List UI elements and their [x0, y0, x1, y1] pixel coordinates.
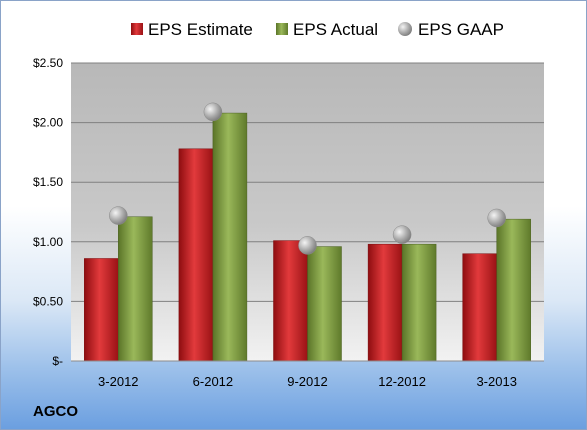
bars [84, 112, 531, 362]
legend-item-actual: EPS Actual [276, 20, 378, 39]
y-tick-label: $0.50 [33, 294, 63, 308]
y-tick-label: $- [52, 354, 63, 368]
y-tick-label: $1.50 [33, 175, 63, 189]
bar-eps-estimate [84, 258, 119, 362]
x-tick-label: 3-2013 [476, 374, 516, 389]
x-tick-label: 6-2012 [193, 374, 233, 389]
ticker-label: AGCO [33, 403, 78, 420]
marker-eps-gaap [109, 206, 128, 225]
marker-eps-gaap [487, 208, 506, 228]
bar-eps-actual [212, 112, 248, 362]
bar-eps-actual [496, 218, 531, 362]
marker-eps-gaap [203, 102, 223, 122]
legend-label-estimate: EPS Estimate [148, 20, 253, 39]
bar-eps-actual [118, 216, 153, 362]
x-tick-label: 3-2012 [98, 374, 138, 389]
bar-eps-actual [307, 246, 342, 362]
x-axis-labels: 3-2012 6-2012 9-2012 12-2012 3-2013 [98, 374, 517, 389]
legend-item-gaap: EPS GAAP [398, 20, 504, 39]
marker-eps-gaap [298, 236, 317, 255]
legend-label-actual: EPS Actual [293, 20, 378, 39]
legend-marker-gaap [398, 22, 412, 36]
bar-eps-estimate [178, 148, 214, 362]
x-tick-label: 9-2012 [287, 374, 327, 389]
legend-swatch-estimate [131, 23, 143, 35]
y-tick-label: $1.00 [33, 235, 63, 249]
legend-item-estimate: EPS Estimate [131, 20, 253, 39]
marker-eps-gaap [392, 225, 412, 244]
y-tick-label: $2.50 [33, 56, 63, 70]
bar-eps-estimate [462, 253, 497, 362]
bar-eps-estimate [367, 243, 403, 362]
bar-eps-actual [401, 243, 437, 362]
legend-label-gaap: EPS GAAP [418, 20, 504, 39]
y-axis-ticks: $- $0.50 $1.00 $1.50 $2.00 $2.50 [33, 56, 63, 368]
legend-swatch-actual [276, 23, 288, 35]
gaap-markers [109, 102, 506, 255]
bar-eps-estimate [273, 240, 308, 362]
y-tick-label: $2.00 [33, 116, 63, 130]
x-tick-label: 12-2012 [378, 374, 426, 389]
legend: EPS Estimate EPS Actual EPS GAAP [131, 20, 504, 39]
